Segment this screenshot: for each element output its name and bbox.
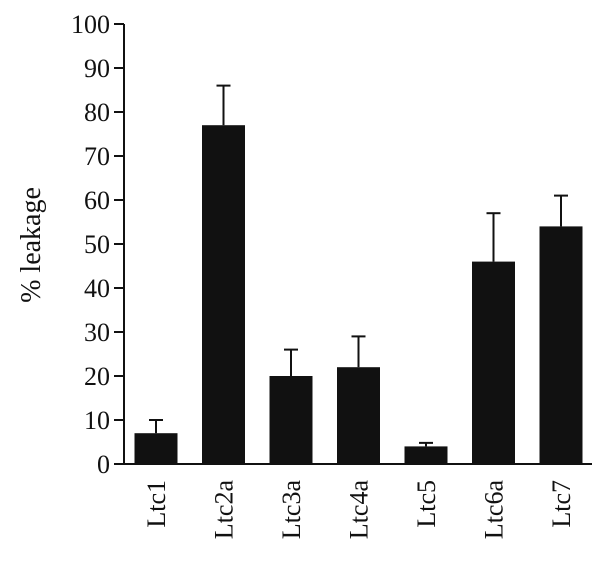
y-axis-label: % leakage — [16, 187, 47, 303]
x-tick-label: Ltc5 — [412, 480, 441, 528]
bar-ltc7 — [539, 226, 583, 464]
y-tick-label: 30 — [84, 318, 110, 347]
bar-ltc2a — [202, 125, 245, 464]
x-tick-label: Ltc2a — [210, 480, 239, 540]
y-tick-label: 10 — [84, 406, 110, 435]
y-tick-label: 100 — [71, 10, 110, 39]
y-tick-label: 50 — [84, 230, 110, 259]
y-tick-label: 0 — [97, 450, 110, 479]
bars — [134, 84, 583, 464]
y-tick-label: 70 — [84, 142, 110, 171]
x-tick-label: Ltc6a — [480, 480, 509, 540]
x-axis: Ltc1 Ltc2a Ltc3a Ltc4a Ltc5 Ltc6a Ltc7 — [124, 463, 592, 540]
bar-ltc4a — [337, 367, 380, 464]
x-tick-label: Ltc4a — [345, 480, 374, 540]
x-tick-label: Ltc1 — [142, 480, 171, 528]
x-tick-label: Ltc3a — [277, 480, 306, 540]
y-tick-label: 90 — [84, 54, 110, 83]
y-tick-label: 80 — [84, 98, 110, 127]
y-tick-label: 40 — [84, 274, 110, 303]
y-tick-label: 20 — [84, 362, 110, 391]
y-tick-label: 60 — [84, 186, 110, 215]
bar-ltc1 — [134, 433, 178, 464]
bar-ltc3a — [269, 376, 313, 464]
x-tick-label: Ltc7 — [547, 480, 576, 528]
y-axis: 0 10 20 30 40 50 60 70 80 90 100 — [71, 10, 125, 479]
bar-ltc5 — [404, 446, 448, 464]
bar-ltc6a — [472, 261, 515, 464]
